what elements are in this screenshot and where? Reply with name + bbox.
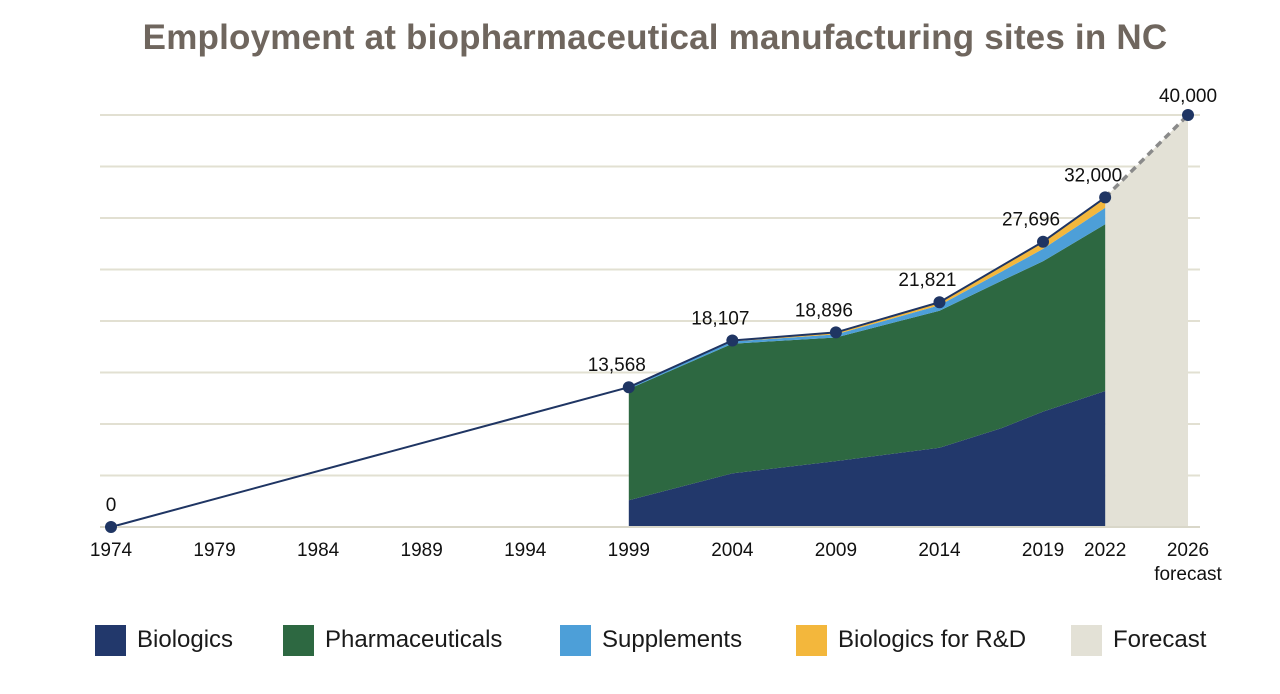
x-tick-label: 2009 — [815, 540, 857, 561]
data-label: 21,821 — [898, 270, 956, 291]
data-labels: 0 13,568 18,107 18,896 21,821 27,696 32,000 40,… — [105, 86, 1217, 533]
data-point — [829, 326, 842, 339]
x-tick-label: 2019 — [1022, 540, 1064, 561]
legend-swatch — [1071, 624, 1102, 656]
legend-swatch — [796, 624, 827, 656]
data-label: 27,696 — [1002, 210, 1060, 231]
data-point — [933, 296, 946, 309]
x-tick-label: 1979 — [193, 540, 235, 561]
data-label: 13,568 — [588, 355, 646, 376]
legend-swatch — [560, 624, 591, 656]
data-label: 0 — [106, 495, 117, 516]
x-tick-label: 2014 — [918, 540, 961, 561]
forecast-line — [1103, 113, 1190, 199]
data-point — [622, 381, 635, 394]
data-point — [1099, 191, 1112, 204]
forecast-area — [1105, 115, 1188, 527]
legend-swatch — [283, 624, 314, 656]
legend-item-supplements: Supplements — [560, 620, 742, 660]
data-point — [105, 521, 117, 533]
legend-label: Supplements — [602, 626, 743, 653]
data-label: 18,896 — [795, 300, 853, 321]
legend-item-biologics: Biologics — [95, 620, 233, 660]
x-tick-label: 1984 — [297, 540, 340, 561]
x-tick-label: 2004 — [711, 540, 754, 561]
data-point — [726, 334, 739, 347]
forecast-point — [1182, 109, 1194, 121]
data-label: 32,000 — [1064, 165, 1122, 186]
x-tick-label: 1999 — [608, 540, 650, 561]
legend-label: Pharmaceuticals — [325, 626, 503, 653]
x-tick-label: 2026 — [1167, 540, 1209, 561]
x-tick-label: 2022 — [1084, 540, 1126, 561]
legend-item-forecast: Forecast — [1071, 620, 1206, 660]
forecast-data-label: 40,000 — [1159, 86, 1217, 107]
x-tick-sublabel: forecast — [1154, 564, 1222, 585]
legend-label: Biologics — [137, 626, 234, 653]
legend-swatch — [95, 624, 126, 656]
x-axis: 1974 1979 1984 1989 1994 1999 2004 2009 2014 2019… — [90, 526, 1223, 585]
legend-item-biologics-for-r-d: Biologics for R&D — [796, 620, 1026, 660]
stacked-areas — [628, 115, 1188, 527]
legend-item-pharmaceuticals: Pharmaceuticals — [283, 620, 502, 660]
x-tick-label: 1994 — [504, 540, 547, 561]
chart-title: Employment at biopharmaceutical manufact… — [142, 18, 1168, 57]
area-biologics — [628, 391, 1106, 527]
legend-label: Biologics for R&D — [838, 626, 1027, 653]
legend: Biologics Pharmaceuticals Supplements Biolo… — [0, 620, 1280, 660]
legend-label: Forecast — [1113, 626, 1207, 653]
data-point — [1037, 235, 1050, 248]
x-tick-label: 1989 — [401, 540, 443, 561]
data-label: 18,107 — [691, 308, 749, 329]
x-tick-label: 1974 — [90, 540, 133, 561]
area-pharmaceuticals — [628, 224, 1106, 501]
